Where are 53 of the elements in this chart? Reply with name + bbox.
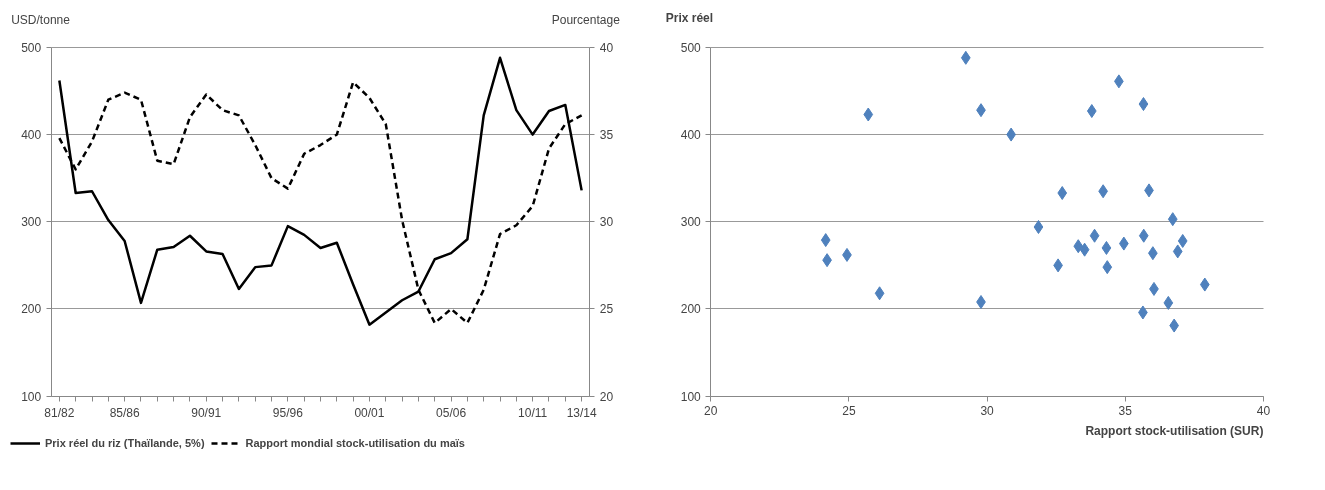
point xyxy=(960,50,971,65)
point xyxy=(1089,228,1100,243)
y2-tick-label: 30 xyxy=(599,215,614,230)
y2-axis-title: Pourcentage xyxy=(551,13,621,28)
y-tick-label: 400 xyxy=(680,128,702,143)
y-axis-title: USD/tonne xyxy=(11,13,71,28)
point xyxy=(1086,104,1097,119)
y-tick-label: 100 xyxy=(21,389,42,404)
y2-tick-label: 20 xyxy=(599,389,614,404)
y-tick-label: 300 xyxy=(21,215,42,230)
y-axis-title: Prix réel xyxy=(665,11,714,26)
x-tick-label: 90/91 xyxy=(191,406,222,421)
y-tick-label: 100 xyxy=(680,389,702,404)
point xyxy=(1177,233,1188,248)
point xyxy=(1057,186,1068,200)
y-tick-label: 200 xyxy=(680,302,702,317)
x-tick-label: 85/86 xyxy=(109,406,140,421)
x-tick-label: 30 xyxy=(980,404,995,419)
point xyxy=(1079,242,1090,257)
point xyxy=(1172,244,1183,259)
legend-label: Prix réel du riz (Thaïlande, 5%) xyxy=(45,437,205,449)
y2-tick-label: 25 xyxy=(599,302,614,317)
x-tick-label: 13/14 xyxy=(566,406,597,421)
y-tick-label: 300 xyxy=(680,215,702,230)
x-axis-title: Rapport stock-utilisation (SUR) xyxy=(1085,424,1264,439)
y-tick-label: 400 xyxy=(21,128,42,143)
point xyxy=(820,233,831,248)
point xyxy=(1073,239,1084,254)
x-tick-label: 10/11 xyxy=(518,406,548,421)
x-tick-label: 81/82 xyxy=(44,406,75,421)
point xyxy=(1167,212,1178,227)
legend-label: Rapport mondial stock-utilisation du maïs xyxy=(245,437,465,449)
y-tick-label: 500 xyxy=(21,40,42,55)
x-tick-label: 95/96 xyxy=(272,406,304,421)
x-tick-label: 20 xyxy=(704,404,718,419)
y-tick-label: 500 xyxy=(680,40,702,55)
x-tick-label: 35 xyxy=(1118,404,1133,419)
point xyxy=(1199,277,1210,292)
x-tick-label: 25 xyxy=(842,404,856,419)
x-tick-label: 40 xyxy=(1256,404,1271,419)
point xyxy=(874,286,885,301)
point xyxy=(1163,295,1174,310)
point xyxy=(1138,97,1149,112)
point xyxy=(1138,228,1149,243)
y-tick-label: 200 xyxy=(21,302,42,317)
x-tick-label: 05/06 xyxy=(436,406,467,421)
y2-tick-label: 40 xyxy=(599,40,614,55)
point xyxy=(1101,240,1112,255)
y2-tick-label: 35 xyxy=(599,128,614,143)
point xyxy=(863,107,874,122)
x-tick-label: 00/01 xyxy=(354,406,385,421)
point xyxy=(1033,220,1044,235)
point xyxy=(1102,260,1113,275)
